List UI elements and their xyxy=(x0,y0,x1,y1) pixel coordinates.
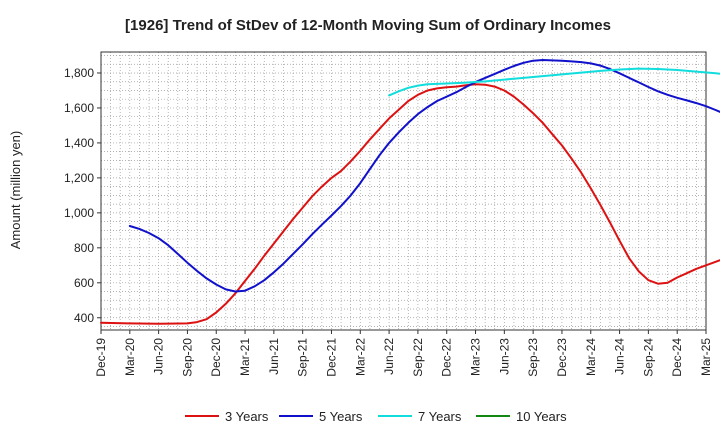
x-tick-label: Sep-20 xyxy=(180,338,194,377)
grid xyxy=(100,52,707,330)
axes: 400 600 800 1,000 1,200 1,400 1,600 1,800 Dec-19… xyxy=(64,51,713,377)
y-tick-label: 1,000 xyxy=(64,206,94,220)
y-tick-label: 400 xyxy=(74,311,94,325)
legend-label: 3 Years xyxy=(225,409,269,424)
y-tick-label: 600 xyxy=(74,276,94,290)
x-tick-label: Mar-20 xyxy=(123,338,137,376)
series-line-5-years xyxy=(128,59,720,293)
x-tick-label: Sep-23 xyxy=(526,338,540,377)
series-line-7-years xyxy=(388,67,720,97)
legend: 3 Years 5 Years 7 Years 10 Years xyxy=(185,409,567,424)
x-tick-label: Sep-21 xyxy=(296,338,310,377)
x-tick-label: Mar-22 xyxy=(353,338,367,376)
x-tick-label: Dec-22 xyxy=(440,338,454,377)
x-tick-label: Dec-21 xyxy=(324,338,338,377)
x-tick-label: Mar-24 xyxy=(584,338,598,376)
x-tick-label: Dec-20 xyxy=(209,338,223,377)
x-tick-label: Sep-24 xyxy=(641,338,655,377)
x-tick-label: Jun-24 xyxy=(613,338,627,375)
x-tick-label: Jun-23 xyxy=(497,338,511,375)
y-tick-label: 1,800 xyxy=(64,66,94,80)
x-tick-label: Jun-21 xyxy=(267,338,281,375)
y-tick-label: 800 xyxy=(74,241,94,255)
x-tick-label: Mar-21 xyxy=(238,338,252,376)
plot-frame xyxy=(100,51,707,331)
legend-label: 7 Years xyxy=(418,409,462,424)
y-tick-label: 1,200 xyxy=(64,171,94,185)
x-tick-label: Mar-25 xyxy=(699,338,713,376)
y-tick-label: 1,400 xyxy=(64,136,94,150)
x-tick-label: Sep-22 xyxy=(411,338,425,377)
x-tick-label: Jun-20 xyxy=(152,338,166,375)
x-tick-label: Dec-23 xyxy=(555,338,569,377)
y-tick-label: 1,600 xyxy=(64,101,94,115)
series-lines xyxy=(100,59,720,325)
legend-label: 5 Years xyxy=(319,409,363,424)
x-tick-label: Dec-19 xyxy=(94,338,108,377)
x-tick-label: Dec-24 xyxy=(670,338,684,377)
y-axis-label: Amount (million yen) xyxy=(8,131,23,250)
x-tick-label: Mar-23 xyxy=(469,338,483,376)
legend-label: 10 Years xyxy=(516,409,567,424)
chart-title: [1926] Trend of StDev of 12-Month Moving… xyxy=(125,17,611,34)
x-tick-label: Jun-22 xyxy=(382,338,396,375)
